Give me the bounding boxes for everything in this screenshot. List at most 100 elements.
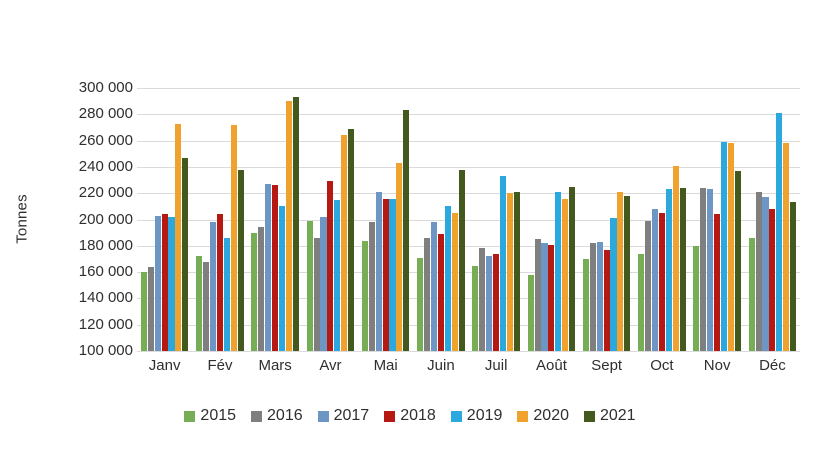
bar-2020-août	[562, 198, 569, 351]
bar-2021-nov	[734, 170, 741, 351]
bar-2019-mai	[389, 198, 396, 351]
bar-2018-mai	[382, 198, 389, 351]
bar-2015-juil	[472, 265, 479, 351]
bar-2020-juin	[451, 212, 458, 351]
bar-2016-janv	[147, 266, 154, 351]
y-tick-label: 140 000	[78, 289, 133, 307]
bar-2018-janv	[161, 214, 168, 351]
bar-2019-juil	[499, 176, 507, 351]
y-tick-label: 180 000	[78, 236, 133, 254]
bar-2021-mars	[292, 97, 299, 351]
gridline	[137, 351, 800, 352]
bar-2017-oct	[651, 209, 659, 351]
legend-item-2021: 2021	[583, 407, 636, 425]
bar-2020-mars	[285, 101, 292, 351]
bar-2016-juin	[424, 237, 431, 351]
legend-label-2021: 2021	[599, 407, 636, 424]
y-tick-label: 120 000	[78, 315, 133, 333]
bar-2021-juil	[513, 191, 520, 351]
legend-item-2017: 2017	[317, 407, 370, 425]
bar-2019-déc	[776, 113, 783, 351]
y-tick-label: 240 000	[78, 157, 133, 175]
bar-2017-avr	[320, 216, 327, 351]
bar-2020-déc	[783, 143, 790, 351]
legend: 2015 2016 2017 2018 2019 2020 2021	[0, 403, 820, 429]
gridline	[137, 324, 800, 326]
y-tick-label: 300 000	[78, 79, 133, 96]
bar-2015-déc	[748, 237, 755, 351]
bar-2018-sept	[603, 249, 610, 351]
gridline	[137, 114, 800, 116]
bar-2016-oct	[645, 220, 652, 351]
bar-2015-août	[527, 274, 534, 351]
x-tick-label-sept: Sept	[591, 357, 623, 374]
legend-label-2020: 2020	[533, 407, 569, 424]
bar-2021-mai	[403, 110, 410, 351]
legend-swatch-2021	[583, 410, 595, 422]
bar-2018-juil	[493, 253, 500, 351]
x-tick-label-avr: Avr	[319, 357, 342, 374]
legend-item-2015: 2015	[184, 407, 236, 425]
legend-item-2019: 2019	[450, 407, 502, 425]
bar-2016-juil	[479, 248, 486, 351]
bar-2019-janv	[168, 216, 175, 351]
bar-2021-janv	[182, 157, 189, 351]
gridline	[137, 166, 800, 168]
bar-2019-fév	[223, 237, 230, 351]
bar-2018-mars	[272, 185, 279, 351]
bar-2020-oct	[672, 165, 679, 351]
bar-2015-mai	[361, 240, 368, 351]
gridline	[137, 298, 800, 300]
bar-2017-juil	[486, 256, 493, 351]
bar-2021-juin	[458, 169, 465, 351]
bar-2021-déc	[790, 202, 797, 351]
x-tick-label-mars: Mars	[258, 357, 292, 374]
legend-swatch-2015	[184, 410, 196, 422]
bar-2017-nov	[707, 189, 714, 351]
bar-2015-janv	[140, 272, 147, 351]
bar-2016-nov	[700, 187, 707, 351]
legend-item-2020: 2020	[517, 407, 569, 425]
y-tick-label: 160 000	[78, 263, 133, 281]
bar-2020-nov	[727, 143, 734, 351]
legend-swatch-2020	[517, 410, 529, 422]
bar-2021-sept	[624, 195, 631, 351]
bar-2020-mai	[396, 163, 403, 351]
legend-swatch-2016	[251, 410, 263, 422]
x-tick-label-janv: Janv	[148, 357, 181, 374]
legend-label-2015: 2015	[200, 407, 237, 424]
bar-2017-août	[541, 243, 548, 351]
x-tick-label-juil: Juil	[484, 357, 508, 374]
bar-2019-août	[555, 191, 562, 351]
bar-2015-mars	[251, 232, 258, 351]
bar-2021-fév	[237, 169, 244, 351]
bar-2018-fév	[216, 214, 223, 351]
bar-2020-juil	[506, 193, 513, 351]
bar-2017-déc	[762, 197, 769, 351]
bar-2016-août	[534, 239, 541, 351]
bar-2017-mai	[375, 191, 382, 351]
bar-2015-juin	[417, 257, 424, 351]
y-tick-label: 260 000	[78, 131, 133, 149]
bar-2020-avr	[341, 135, 348, 351]
y-tick-label: 280 000	[78, 105, 133, 123]
legend-swatch-2017	[317, 410, 329, 422]
bar-2021-août	[569, 186, 576, 351]
gridline	[137, 193, 800, 195]
bar-2017-juin	[430, 222, 438, 351]
bar-2020-sept	[617, 191, 624, 351]
bar-2021-oct	[679, 187, 686, 351]
bar-2020-fév	[230, 124, 237, 351]
bar-2018-oct	[658, 212, 665, 351]
x-tick-label-oct: Oct	[650, 357, 674, 374]
bar-2018-nov	[714, 214, 721, 351]
bar-2021-avr	[348, 128, 355, 351]
bar-2016-sept	[589, 243, 596, 351]
bar-2015-fév	[196, 256, 203, 351]
legend-item-2018: 2018	[384, 407, 436, 425]
x-tick-label-nov: Nov	[703, 357, 731, 374]
legend-label-2017: 2017	[333, 407, 370, 424]
x-tick-label-août: Août	[536, 357, 567, 374]
x-tick-label-fév: Fév	[207, 357, 233, 374]
